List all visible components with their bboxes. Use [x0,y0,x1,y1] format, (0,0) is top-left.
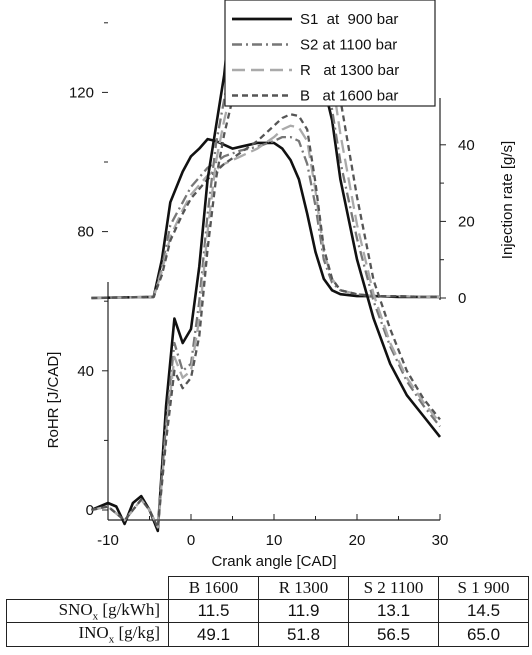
x-tick-label: 30 [432,532,449,549]
column-header: S 1 900 [438,576,529,600]
nox-results-table: B 1600 R 1300 S 2 1100 S 1 900 SNOx [g/k… [6,576,529,647]
rohr-series-line [91,0,441,529]
legend-label: S2 at 1100 bar [300,37,397,54]
table-cell: 14.5 [438,598,529,624]
x-tick-label: 20 [349,532,366,549]
column-header: B 1600 [168,576,259,600]
injection-axis-title: Injection rate [g/s] [499,141,516,259]
legend-label: R at 1300 bar [300,62,399,79]
table-row: INOx [g/kg] 49.1 51.8 56.5 65.0 [6,622,529,647]
table-header-row: B 1600 R 1300 S 2 1100 S 1 900 [6,576,529,600]
table-cell: 65.0 [438,622,529,647]
y-tick-label: 0 [86,502,94,519]
x-tick-label: 10 [266,532,283,549]
table-cell: 56.5 [348,622,439,647]
column-header: S 2 1100 [348,576,439,600]
table-cell: 51.8 [258,622,349,647]
legend: S1 at 900 bar S2 at 1100 bar R at 1300 bar… [224,0,436,107]
injection-series-line [91,135,440,300]
legend-label: B at 1600 bar [300,88,398,105]
table-cell: 49.1 [168,622,259,647]
injection-series-line [91,124,440,300]
injection-series-line [91,137,440,300]
y-tick-label: 40 [458,137,475,154]
rohr-axis-title: RoHR [J/CAD] [45,352,62,449]
column-header: R 1300 [258,576,349,600]
y-tick-label: 40 [77,363,94,380]
table-corner [6,576,169,600]
table-cell: 11.5 [168,598,259,624]
table-row: SNOx [g/kWh] 11.5 11.9 13.1 14.5 [6,598,529,624]
series-layer [90,0,442,533]
x-axis-title: Crank angle [CAD] [211,553,336,570]
rohr-series-line [91,0,441,529]
y-tick-label: 120 [69,84,94,101]
x-tick-label: 0 [187,532,195,549]
y-tick-label: 0 [458,290,466,307]
row-label-inox: INOx [g/kg] [6,622,169,647]
legend-label: S1 at 900 bar [300,11,398,28]
table-cell: 11.9 [258,598,349,624]
row-label-snox: SNOx [g/kWh] [6,598,169,624]
y-tick-label: 20 [458,213,475,230]
injection-series-line [91,113,440,300]
table-cell: 13.1 [348,598,439,624]
x-tick-label: -10 [97,532,119,549]
y-tick-label: 80 [77,224,94,241]
